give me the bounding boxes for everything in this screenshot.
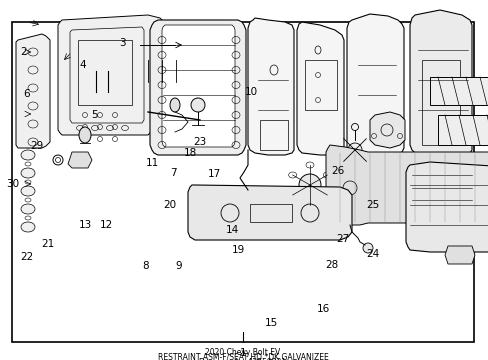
Text: 5: 5: [91, 110, 98, 120]
Polygon shape: [407, 156, 473, 215]
Text: RESTRAINT ASM-F/SEAT HD *DK GALVANIZEE: RESTRAINT ASM-F/SEAT HD *DK GALVANIZEE: [157, 353, 328, 360]
Text: 6: 6: [23, 89, 30, 99]
Bar: [429, 77, 488, 105]
Text: 21: 21: [41, 239, 55, 249]
Bar: [305, 60, 336, 110]
Bar: [421, 60, 459, 145]
Ellipse shape: [21, 150, 35, 160]
Text: 18: 18: [183, 148, 197, 158]
Polygon shape: [187, 185, 351, 240]
Bar: [260, 120, 287, 150]
Polygon shape: [68, 152, 92, 168]
Polygon shape: [369, 112, 404, 148]
Ellipse shape: [21, 204, 35, 214]
Text: 7: 7: [170, 168, 177, 178]
Ellipse shape: [347, 143, 361, 157]
Ellipse shape: [170, 98, 180, 112]
Text: 10: 10: [244, 87, 257, 97]
Ellipse shape: [21, 186, 35, 196]
Text: 23: 23: [192, 137, 206, 147]
Text: 17: 17: [207, 169, 221, 179]
Text: 3: 3: [119, 38, 125, 48]
Text: 14: 14: [225, 225, 239, 235]
Polygon shape: [296, 22, 343, 155]
Text: 25: 25: [365, 200, 378, 210]
Text: 24: 24: [365, 249, 378, 259]
Text: 9: 9: [175, 261, 182, 271]
Bar: [130, 20, 229, 90]
Polygon shape: [162, 25, 235, 147]
Ellipse shape: [21, 222, 35, 232]
Ellipse shape: [21, 168, 35, 178]
Polygon shape: [150, 20, 245, 155]
Bar: [12, 22, 473, 342]
Ellipse shape: [21, 114, 35, 124]
Bar: [249, 204, 291, 222]
Ellipse shape: [362, 243, 372, 253]
Ellipse shape: [21, 78, 35, 88]
Polygon shape: [58, 15, 162, 135]
Polygon shape: [409, 10, 471, 155]
Text: 12: 12: [100, 220, 113, 230]
Ellipse shape: [451, 247, 467, 263]
Ellipse shape: [21, 96, 35, 106]
Ellipse shape: [298, 174, 320, 196]
Bar: [437, 115, 488, 145]
Text: 15: 15: [264, 318, 278, 328]
Text: 13: 13: [79, 220, 92, 230]
Text: 19: 19: [231, 245, 245, 255]
Text: 2: 2: [20, 47, 27, 57]
Text: 30: 30: [6, 179, 20, 189]
Text: 28: 28: [325, 260, 338, 270]
Bar: [78, 40, 132, 105]
Text: 26: 26: [331, 166, 344, 176]
Text: Diagram for 42759831: Diagram for 42759831: [199, 358, 286, 360]
Text: 2020 Chevy Bolt EV: 2020 Chevy Bolt EV: [205, 348, 280, 357]
Ellipse shape: [83, 29, 121, 71]
Text: 16: 16: [316, 303, 329, 314]
Text: 29: 29: [30, 141, 43, 151]
Polygon shape: [346, 14, 403, 157]
Polygon shape: [247, 18, 293, 155]
Text: 1: 1: [240, 348, 246, 358]
Ellipse shape: [21, 132, 35, 142]
Ellipse shape: [21, 60, 35, 70]
Text: 27: 27: [336, 234, 349, 244]
Ellipse shape: [191, 98, 204, 112]
Text: 4: 4: [79, 60, 85, 70]
Polygon shape: [325, 145, 488, 225]
Text: 22: 22: [20, 252, 33, 262]
Ellipse shape: [79, 127, 91, 143]
Text: 8: 8: [142, 261, 149, 271]
Polygon shape: [444, 246, 474, 264]
Polygon shape: [16, 34, 50, 148]
Polygon shape: [405, 162, 488, 252]
Text: 11: 11: [145, 158, 159, 168]
Ellipse shape: [241, 190, 254, 206]
Text: 20: 20: [163, 200, 176, 210]
